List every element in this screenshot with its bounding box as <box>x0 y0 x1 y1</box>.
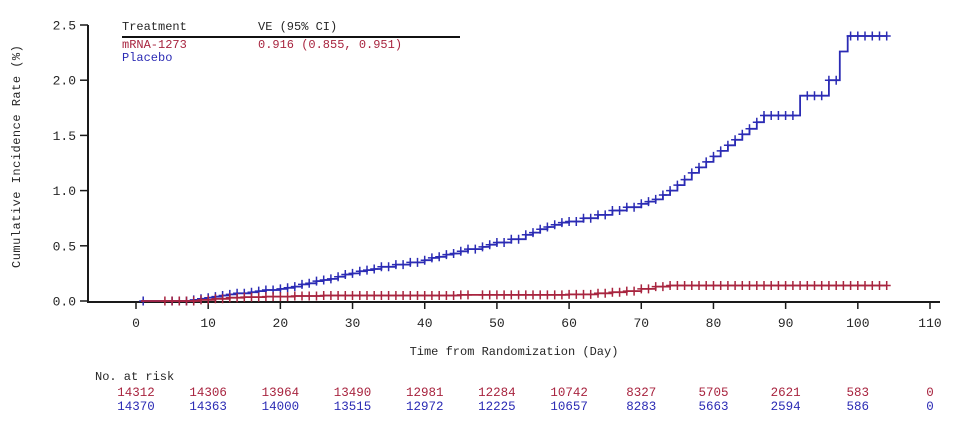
x-tick-label: 80 <box>706 316 722 331</box>
legend-ve-placebo <box>258 52 460 65</box>
risk-count-mrna-1273: 14306 <box>189 386 227 400</box>
y-axis-title: Cumulative Incidence Rate (%) <box>10 44 24 268</box>
y-tick-label: 1.5 <box>53 129 76 144</box>
censor-marks-placebo <box>139 31 891 306</box>
axes <box>87 25 940 303</box>
x-tick-label: 110 <box>918 316 941 331</box>
risk-count-placebo: 14370 <box>117 400 155 414</box>
y-tick-label: 2.0 <box>53 74 76 89</box>
risk-count-mrna-1273: 13490 <box>334 386 372 400</box>
legend-ve-mrna-1273: 0.916 (0.855, 0.951) <box>258 38 403 52</box>
risk-count-mrna-1273: 5705 <box>698 386 728 400</box>
x-tick-label: 0 <box>132 316 140 331</box>
x-tick-label: 50 <box>489 316 505 331</box>
legend-row-placebo: Placebo <box>122 52 460 65</box>
risk-count-mrna-1273: 0 <box>926 386 934 400</box>
y-tick-label: 0.0 <box>53 295 76 310</box>
y-tick-label: 2.5 <box>53 19 76 34</box>
legend-label-mrna-1273: mRNA-1273 <box>122 38 187 52</box>
legend-header-treatment: Treatment <box>122 20 187 34</box>
legend-label-placebo: Placebo <box>122 51 173 65</box>
risk-count-mrna-1273: 2621 <box>771 386 801 400</box>
risk-count-placebo: 12972 <box>406 400 444 414</box>
x-tick-label: 20 <box>273 316 289 331</box>
legend-table: Treatment VE (95% CI) mRNA-1273 0.916 (0… <box>122 21 460 65</box>
x-tick-label: 90 <box>778 316 794 331</box>
risk-count-placebo: 10657 <box>550 400 588 414</box>
risk-count-mrna-1273: 13964 <box>262 386 300 400</box>
y-tick-label: 0.5 <box>53 239 76 254</box>
risk-count-mrna-1273: 583 <box>847 386 870 400</box>
risk-count-placebo: 14363 <box>189 400 227 414</box>
x-tick-label: 40 <box>417 316 433 331</box>
censor-marks-mrna-1273 <box>160 281 891 306</box>
risk-count-placebo: 2594 <box>771 400 801 414</box>
risk-count-placebo: 5663 <box>698 400 728 414</box>
risk-count-mrna-1273: 10742 <box>550 386 588 400</box>
series-path-placebo <box>141 35 887 302</box>
legend-header-ve: VE (95% CI) <box>258 20 338 34</box>
x-tick-label: 100 <box>846 316 869 331</box>
x-axis-title: Time from Randomization (Day) <box>409 345 619 359</box>
risk-count-placebo: 14000 <box>262 400 300 414</box>
y-tick-label: 1.0 <box>53 184 76 199</box>
x-tick-label: 70 <box>633 316 649 331</box>
risk-count-placebo: 13515 <box>334 400 372 414</box>
risk-count-placebo: 12225 <box>478 400 516 414</box>
risk-table-label: No. at risk <box>95 370 175 384</box>
risk-count-mrna-1273: 12284 <box>478 386 516 400</box>
risk-count-mrna-1273: 12981 <box>406 386 444 400</box>
series-path-mrna-1273 <box>141 284 887 302</box>
risk-count-placebo: 8283 <box>626 400 656 414</box>
risk-count-mrna-1273: 14312 <box>117 386 155 400</box>
x-tick-label: 30 <box>345 316 361 331</box>
x-tick-label: 10 <box>200 316 216 331</box>
risk-count-placebo: 586 <box>847 400 870 414</box>
legend-row-mrna-1273: mRNA-1273 0.916 (0.855, 0.951) <box>122 39 460 52</box>
risk-count-placebo: 0 <box>926 400 934 414</box>
legend-header-row: Treatment VE (95% CI) <box>122 21 460 38</box>
x-tick-label: 60 <box>561 316 577 331</box>
risk-count-mrna-1273: 8327 <box>626 386 656 400</box>
